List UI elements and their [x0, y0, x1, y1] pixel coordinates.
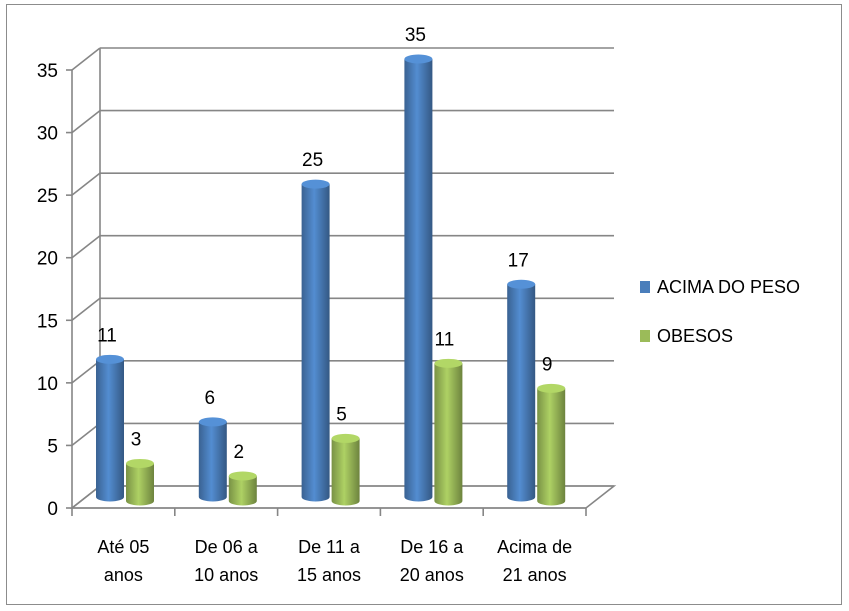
data-label: 2	[234, 442, 245, 463]
x-category-label: anos	[104, 565, 143, 585]
data-label: 17	[508, 250, 529, 271]
gridline-depth	[71, 172, 101, 196]
bar	[228, 475, 257, 506]
y-tick-label: 0	[47, 499, 58, 520]
x-category-label: 20 anos	[400, 565, 464, 585]
x-category-label: Até 05	[97, 537, 149, 557]
bar-top	[126, 458, 154, 468]
bar	[301, 184, 330, 502]
bar	[126, 463, 154, 506]
legend-swatch	[640, 281, 650, 293]
y-tick-label: 15	[37, 311, 58, 332]
data-label: 11	[435, 329, 455, 350]
gridline-depth	[71, 109, 101, 134]
legend-label: OBESOS	[657, 326, 733, 346]
bar-top	[434, 358, 463, 368]
bar-top	[198, 417, 227, 427]
bar	[434, 363, 463, 506]
legend-swatch	[640, 330, 650, 342]
gridline-depth	[71, 235, 101, 259]
bar-top	[404, 54, 433, 64]
y-tick-label: 35	[37, 61, 58, 82]
data-label: 35	[405, 25, 426, 46]
data-label: 11	[97, 325, 117, 346]
bar	[198, 421, 227, 502]
x-category-label: De 06 a	[195, 537, 259, 557]
legend-label: ACIMA DO PESO	[657, 277, 800, 297]
y-tick-label: 25	[37, 186, 58, 207]
y-tick-label: 30	[37, 124, 58, 145]
bar-top	[228, 471, 257, 481]
bar-top	[507, 279, 536, 289]
data-label: 25	[302, 150, 323, 171]
x-category-label: 15 anos	[297, 565, 361, 585]
gridline-depth	[71, 297, 101, 321]
bar	[537, 388, 566, 506]
y-tick-label: 20	[37, 249, 58, 270]
bar	[507, 284, 536, 502]
x-category-label: 10 anos	[194, 565, 258, 585]
data-label: 5	[336, 404, 347, 425]
x-category-label: Acima de	[497, 537, 572, 557]
x-category-label: De 16 a	[400, 537, 464, 557]
x-category-label: De 11 a	[298, 537, 361, 557]
gridline-depth	[71, 47, 101, 71]
data-label: 3	[131, 429, 142, 450]
bar	[331, 438, 360, 506]
bar-top	[301, 179, 330, 189]
bar	[96, 359, 125, 502]
gridline-depth	[71, 422, 101, 447]
gridline-depth	[71, 360, 101, 384]
data-label: 9	[542, 354, 553, 375]
y-tick-label: 5	[47, 436, 58, 457]
bar-top	[331, 433, 360, 443]
bar-top	[537, 383, 566, 393]
x-category-label: 21 anos	[503, 565, 567, 585]
y-tick-label: 10	[37, 374, 58, 395]
bar	[404, 59, 433, 502]
bar-top	[96, 354, 124, 364]
data-label: 6	[205, 388, 216, 409]
